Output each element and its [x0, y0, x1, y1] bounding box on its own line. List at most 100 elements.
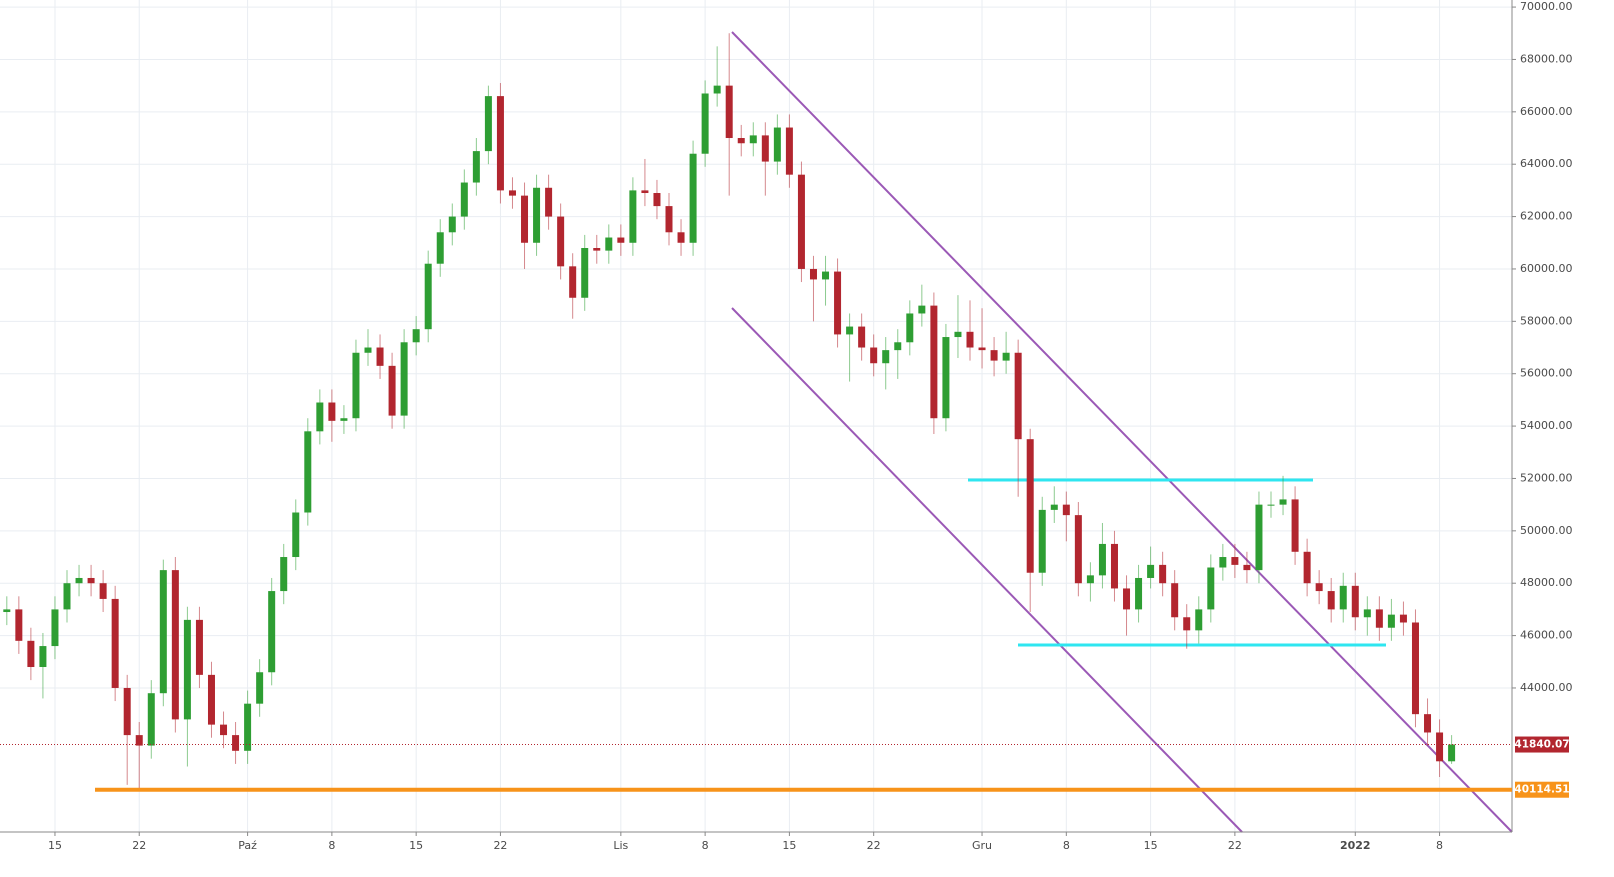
y-tick-label: 60000.00	[1520, 262, 1573, 275]
candle-body	[27, 640, 35, 668]
y-tick-label: 58000.00	[1520, 314, 1573, 327]
candle-body	[268, 591, 276, 673]
candle-body	[1050, 504, 1058, 510]
y-tick-label: 48000.00	[1520, 576, 1573, 589]
candle-body	[15, 609, 23, 641]
candle-body	[1387, 614, 1395, 628]
candle-body	[773, 127, 781, 162]
candle-body	[1183, 617, 1191, 631]
trend-line	[731, 31, 1513, 833]
annotations	[731, 31, 1513, 833]
candle-body	[304, 431, 312, 513]
x-tick-label: 15	[782, 839, 796, 852]
candle-body	[1219, 557, 1227, 568]
candle-body	[1315, 583, 1323, 592]
candle-body	[207, 674, 215, 725]
price-label: 40114.51	[1514, 784, 1569, 796]
candle-body	[171, 570, 179, 720]
candle-body	[689, 153, 697, 243]
candle-body	[436, 232, 444, 264]
candle-body	[39, 646, 47, 668]
x-tick-label: Paź	[238, 839, 257, 852]
candle-body	[1135, 577, 1143, 610]
candle-body	[846, 326, 854, 335]
candle-body	[713, 85, 721, 94]
candle-body	[894, 342, 902, 351]
candle-body	[99, 583, 107, 599]
y-tick-label: 68000.00	[1520, 52, 1573, 65]
candle-body	[484, 96, 492, 152]
candle-body	[1424, 714, 1432, 733]
candle-body	[1171, 583, 1179, 618]
candle-body	[147, 693, 155, 746]
x-tick-label: 2022	[1340, 839, 1371, 852]
candle-body	[183, 619, 191, 720]
candle-body	[749, 135, 757, 144]
candle-body	[930, 305, 938, 419]
candle-body	[809, 268, 817, 280]
candle-body	[328, 402, 336, 421]
candle-body	[605, 237, 613, 251]
y-tick-label: 50000.00	[1520, 524, 1573, 537]
candle-body	[641, 190, 649, 194]
candle-body	[629, 190, 637, 243]
y-tick-label: 70000.00	[1520, 0, 1573, 13]
candle-body	[316, 402, 324, 432]
candle-body	[1448, 744, 1456, 762]
candle-body	[1291, 499, 1299, 552]
candle-body	[1038, 509, 1046, 573]
candle-body	[376, 347, 384, 366]
x-tick-label: 22	[132, 839, 146, 852]
candle-body	[918, 305, 926, 314]
candle-body	[1255, 504, 1263, 571]
candle-body	[725, 85, 733, 139]
x-tick-label: 8	[1063, 839, 1070, 852]
candle-body	[1014, 352, 1022, 440]
candle-body	[1110, 543, 1118, 589]
candle-body	[1086, 575, 1094, 584]
candle-body	[785, 127, 793, 175]
candle-body	[244, 703, 252, 751]
candle-body	[508, 190, 516, 196]
price-label-box	[1515, 781, 1569, 798]
candle-body	[557, 216, 565, 267]
price-label-box	[1515, 736, 1569, 753]
y-tick-label: 66000.00	[1520, 105, 1573, 118]
candle-body	[665, 206, 673, 233]
grid	[0, 0, 1512, 832]
candle-body	[617, 237, 625, 243]
x-tick-label: 15	[48, 839, 62, 852]
candle-body	[870, 347, 878, 364]
candle-body	[1195, 609, 1203, 631]
x-tick-label: Lis	[613, 839, 628, 852]
candle-body	[1002, 352, 1010, 361]
candle-body	[75, 577, 83, 584]
candle-body	[1026, 439, 1034, 573]
candle-body	[1363, 609, 1371, 618]
candle-body	[1231, 557, 1239, 565]
candle-body	[63, 583, 71, 610]
y-tick-label: 64000.00	[1520, 157, 1573, 170]
candle-body	[737, 138, 745, 144]
candle-body	[424, 263, 432, 330]
candle-body	[701, 93, 709, 154]
candle-body	[822, 271, 830, 280]
candle-body	[3, 609, 11, 613]
candle-body	[111, 598, 119, 688]
candle-body	[978, 347, 986, 351]
candle-body	[412, 329, 420, 343]
candle-body	[159, 570, 167, 694]
y-tick-label: 46000.00	[1520, 629, 1573, 642]
candle-body	[1339, 585, 1347, 610]
candle-body	[1436, 732, 1444, 762]
trend-line	[731, 307, 1243, 833]
candle-body	[1147, 564, 1155, 578]
candle-body	[280, 557, 288, 592]
candle-body	[545, 187, 553, 217]
candle-body	[1243, 564, 1251, 571]
candle-body	[797, 174, 805, 269]
candle-body	[195, 619, 203, 675]
candle-body	[761, 135, 769, 162]
x-tick-label: 22	[1228, 839, 1242, 852]
candle-body	[906, 313, 914, 343]
